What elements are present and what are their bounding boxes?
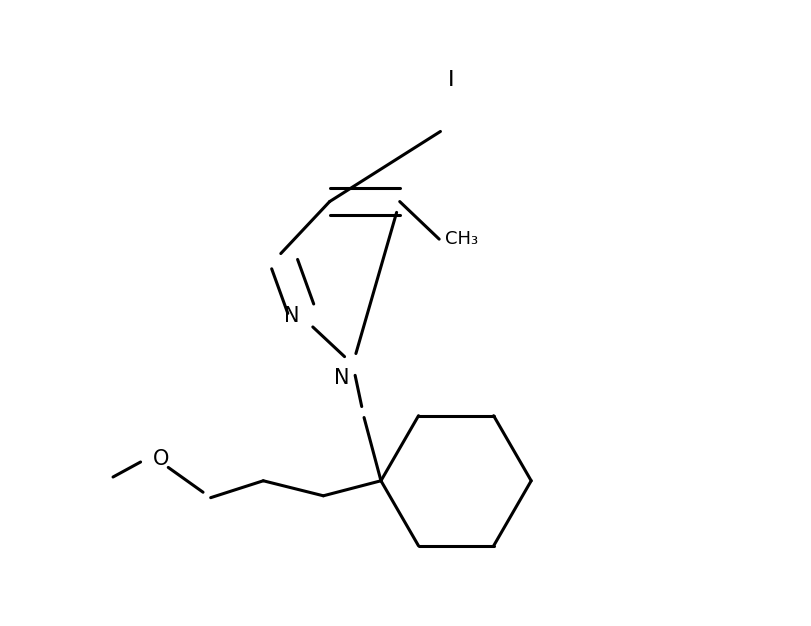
- Text: N: N: [284, 306, 299, 326]
- Text: N: N: [333, 368, 349, 388]
- Text: I: I: [448, 70, 454, 90]
- Text: CH₃: CH₃: [445, 230, 478, 248]
- Text: O: O: [152, 449, 169, 469]
